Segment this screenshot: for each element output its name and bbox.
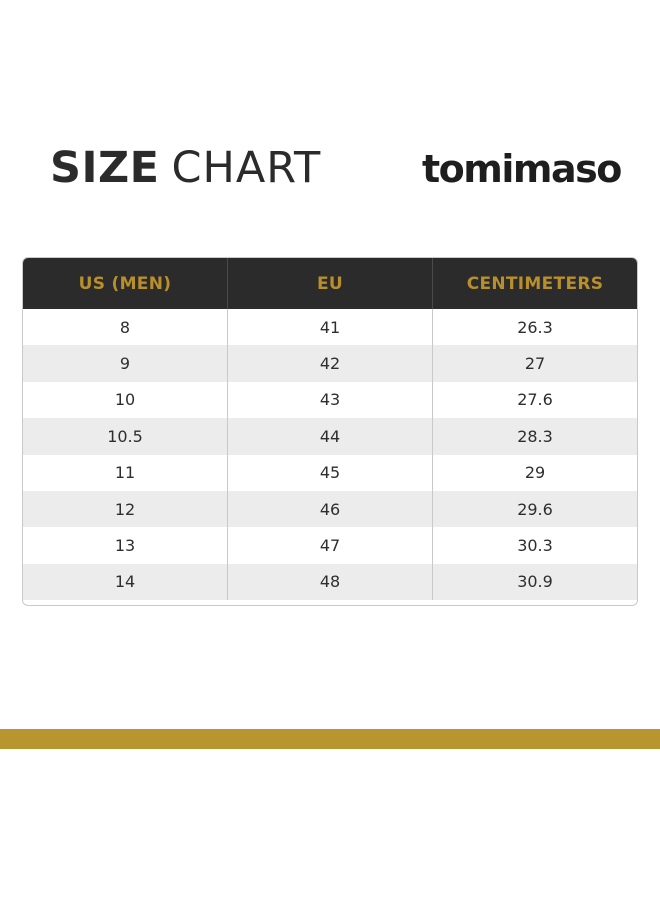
- brand-logo: tomimaso: [422, 147, 622, 191]
- header-centimeters: CENTIMETERS: [432, 258, 637, 309]
- cell-us: 10.5: [107, 426, 143, 446]
- cell-cm: 27.6: [432, 381, 637, 419]
- page-title: SIZE CHART: [50, 142, 321, 194]
- cell-us: 11: [114, 463, 136, 483]
- cell-us: 12: [114, 499, 136, 519]
- cell-eu: 42: [227, 345, 432, 382]
- header-eu: EU: [227, 258, 432, 309]
- cell-us: 14: [114, 572, 136, 592]
- cell-cm: 27: [432, 345, 637, 382]
- cell-eu: 41: [227, 309, 432, 346]
- cell-cm: 29: [432, 454, 637, 491]
- cell-cm: 29.6: [432, 490, 637, 528]
- cell-eu: 44: [227, 418, 432, 455]
- table-row: 12 46 29.6: [23, 490, 637, 528]
- size-table: US (MEN) EU CENTIMETERS 8 41 26.3 9 42 2…: [22, 257, 638, 606]
- cell-cm: 30.3: [432, 527, 637, 564]
- cell-eu: 45: [227, 454, 432, 491]
- cell-eu: 47: [227, 527, 432, 564]
- table-body: 8 41 26.3 9 42 27 10 43 27.6 10.5 44 28.…: [23, 309, 637, 601]
- cell-cm: 30.9: [432, 563, 637, 601]
- cell-cm: 28.3: [432, 418, 637, 455]
- cell-cm: 26.3: [432, 309, 637, 346]
- table-row: 10.5 44 28.3: [23, 418, 637, 455]
- cell-us: 13: [114, 536, 136, 556]
- table-row: 10 43 27.6: [23, 381, 637, 419]
- cell-eu: 43: [227, 381, 432, 419]
- header-us-men: US (MEN): [78, 273, 172, 294]
- title-bold: SIZE: [50, 143, 160, 193]
- table-row: 14 48 30.9: [23, 563, 637, 601]
- cell-eu: 46: [227, 490, 432, 528]
- table-row: 8 41 26.3: [23, 309, 637, 346]
- title-light: CHART: [171, 143, 322, 193]
- cell-eu: 48: [227, 563, 432, 601]
- cell-us: 8: [119, 317, 131, 337]
- gold-band: [0, 729, 660, 749]
- table-row: 11 45 29: [23, 454, 637, 491]
- cell-us: 9: [119, 354, 131, 374]
- table-header: US (MEN) EU CENTIMETERS: [23, 258, 637, 309]
- table-row: 9 42 27: [23, 345, 637, 382]
- table-row: 13 47 30.3: [23, 527, 637, 564]
- cell-us: 10: [114, 390, 136, 410]
